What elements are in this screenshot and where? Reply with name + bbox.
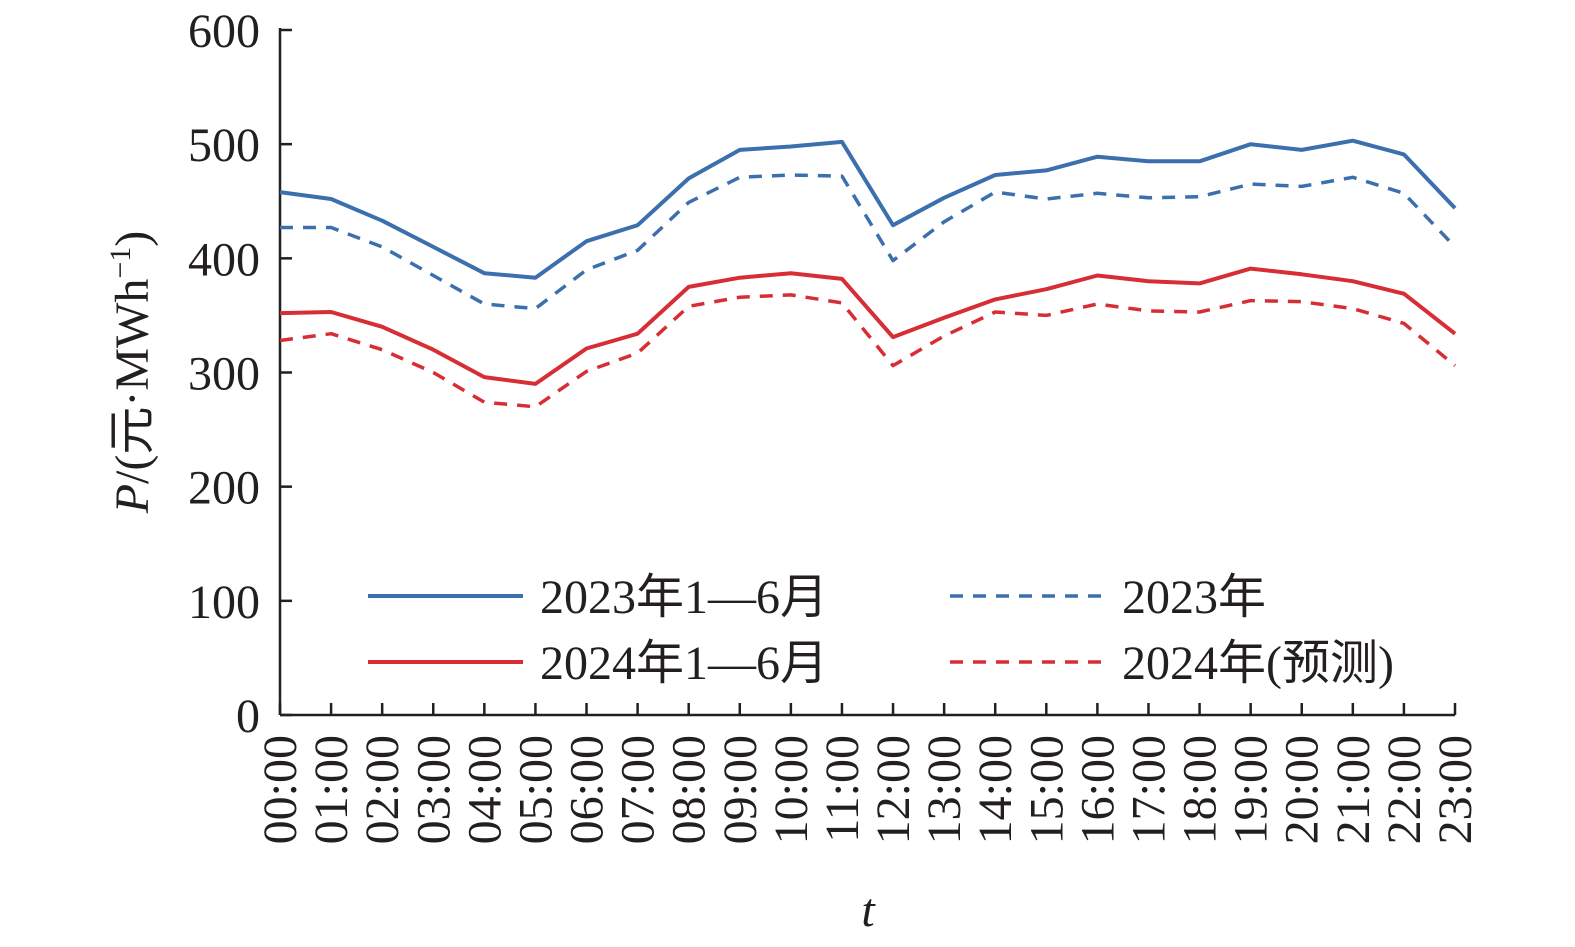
- x-tick-label: 21:00: [1327, 735, 1380, 844]
- x-tick-label: 02:00: [356, 735, 409, 844]
- legend-item-3: 2024年1—6月: [368, 637, 828, 690]
- x-tick-label: 19:00: [1225, 735, 1278, 844]
- x-tick-label: 07:00: [612, 735, 665, 844]
- x-tick-label: 03:00: [407, 735, 460, 844]
- x-tick-label: 06:00: [561, 735, 614, 844]
- x-tick-label: 14:00: [969, 735, 1022, 844]
- y-tick-label: 600: [188, 5, 260, 58]
- series-line-4: [279, 293, 1457, 409]
- x-tick-label: 01:00: [305, 735, 358, 844]
- y-tick-label: 400: [188, 233, 260, 286]
- legend-item-4: 2024年(预测): [950, 637, 1394, 690]
- x-tick-label: 05:00: [509, 735, 562, 844]
- legend-item-1: 2023年1—6月: [368, 571, 828, 624]
- series-line-1: [279, 138, 1457, 280]
- y-tick-label: 500: [188, 119, 260, 172]
- x-tick-label: 12:00: [867, 735, 920, 844]
- y-axis-label: P/(元·MWh−1): [104, 231, 159, 515]
- series-line-3: [279, 266, 1457, 386]
- legend-label: 2023年: [1122, 571, 1266, 624]
- axes: 010020030040050060000:0001:0002:0003:000…: [188, 5, 1482, 844]
- x-tick-label: 15:00: [1020, 735, 1073, 844]
- legend-label: 2024年1—6月: [540, 637, 828, 690]
- x-axis-label: t: [861, 884, 876, 937]
- x-tick-label: 23:00: [1429, 735, 1482, 844]
- x-tick-label: 18:00: [1174, 735, 1227, 844]
- series-line-2: [280, 173, 1457, 311]
- x-tick-label: 22:00: [1378, 735, 1431, 844]
- x-tick-label: 00:00: [254, 735, 307, 844]
- legend: 2023年1—6月 2023年 2024年1—6月 2024年(预测): [368, 571, 1394, 690]
- legend-label: 2024年(预测): [1122, 637, 1394, 690]
- x-tick-label: 11:00: [816, 735, 869, 843]
- x-tick-label: 20:00: [1276, 735, 1329, 844]
- y-tick-label: 200: [188, 462, 260, 515]
- x-tick-label: 04:00: [458, 735, 511, 844]
- x-tick-label: 13:00: [918, 735, 971, 844]
- y-tick-label: 300: [188, 348, 260, 401]
- legend-label: 2023年1—6月: [540, 571, 828, 624]
- legend-item-2: 2023年: [950, 571, 1266, 624]
- x-tick-label: 08:00: [663, 735, 716, 844]
- x-tick-label: 17:00: [1122, 735, 1175, 844]
- y-tick-label: 100: [188, 576, 260, 629]
- x-tick-label: 10:00: [765, 735, 818, 844]
- y-tick-label: 0: [236, 690, 260, 743]
- x-tick-label: 09:00: [714, 735, 767, 844]
- x-tick-label: 16:00: [1071, 735, 1124, 844]
- series-lines: [279, 138, 1457, 409]
